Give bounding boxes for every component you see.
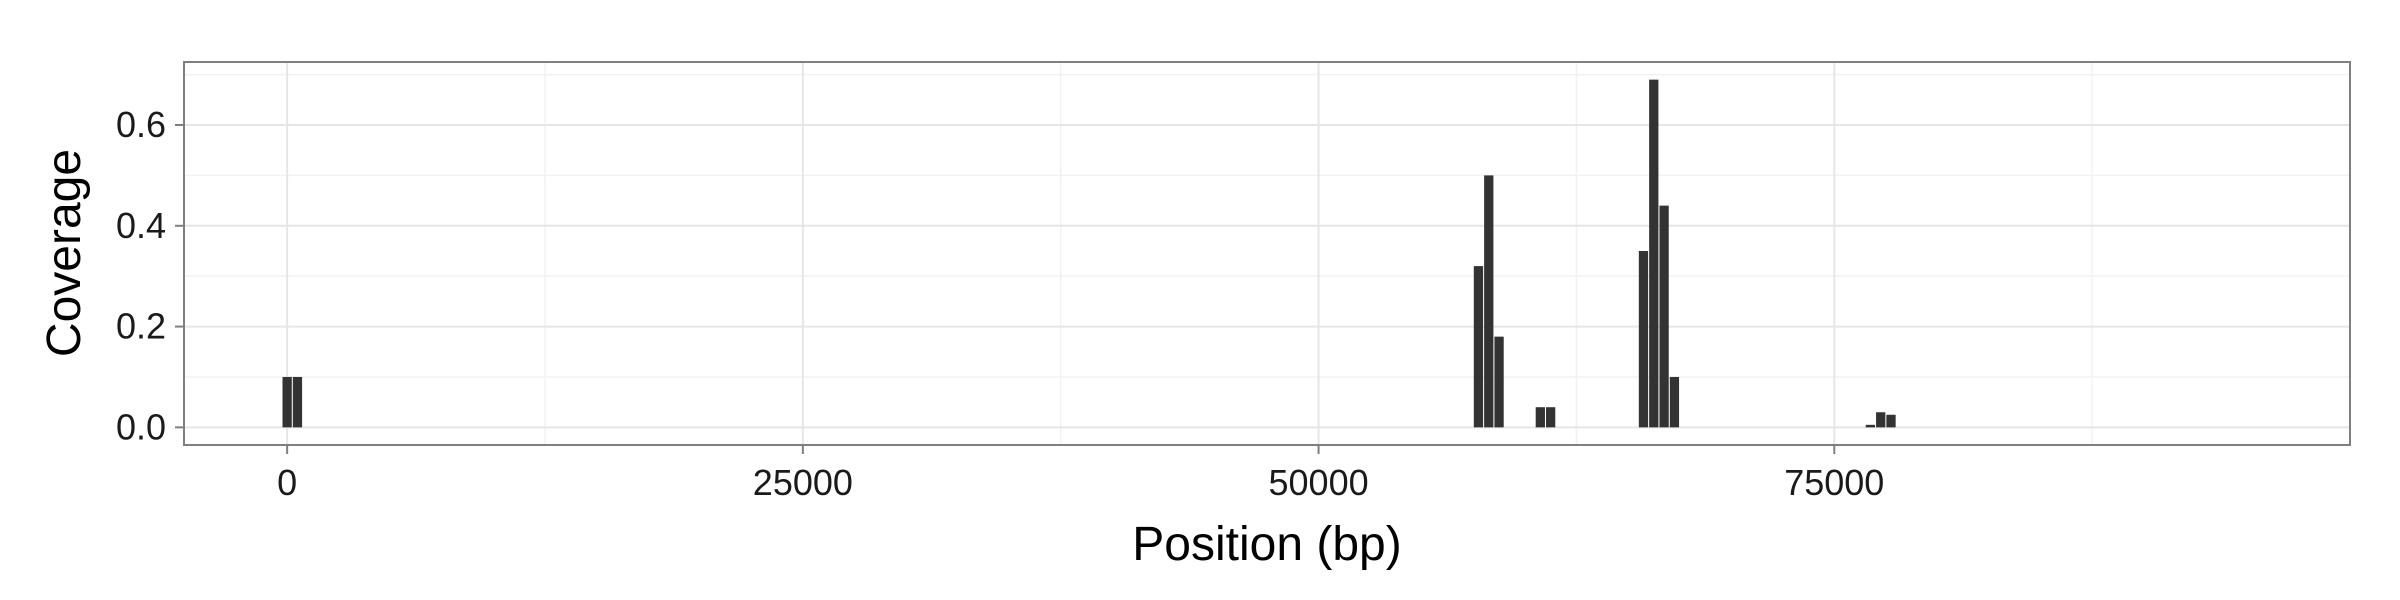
- y-tick-label-3: 0.6: [116, 104, 166, 145]
- bar-0-9: [1659, 205, 1669, 428]
- y-axis: 0.0 0.2 0.4 0.6: [116, 104, 184, 447]
- bar-0-4: [1494, 336, 1504, 428]
- y-tick-label-1: 0.2: [116, 306, 166, 347]
- major-gridlines: [184, 62, 2350, 445]
- x-axis-title: Position (bp): [1132, 518, 1401, 571]
- bar-0-13: [1886, 414, 1896, 428]
- bar-0-5: [1535, 407, 1545, 428]
- x-tick-label-2: 50000: [1269, 462, 1369, 503]
- bar-0-6: [1546, 407, 1556, 428]
- bar-0-8: [1649, 79, 1659, 428]
- y-axis-title: Coverage: [38, 149, 91, 357]
- x-axis: 0 25000 50000 75000: [277, 445, 1884, 503]
- bar-0-2: [1473, 266, 1484, 428]
- x-tick-label-1: 25000: [753, 462, 853, 503]
- x-tick-label-3: 75000: [1784, 462, 1884, 503]
- y-tick-label-0: 0.0: [116, 406, 166, 447]
- x-tick-label-0: 0: [277, 462, 297, 503]
- bar-0-10: [1669, 376, 1680, 428]
- y-tick-label-2: 0.4: [116, 205, 166, 246]
- bar-0-7: [1638, 250, 1649, 428]
- bar-0-0: [282, 376, 292, 428]
- bar-0-11: [1865, 424, 1876, 428]
- bars: [282, 79, 1896, 428]
- plot-panel: [184, 62, 2350, 445]
- bar-0-3: [1484, 175, 1494, 428]
- plot-border: [183, 61, 2351, 446]
- bar-0-12: [1876, 412, 1886, 428]
- bar-0-1: [292, 376, 303, 428]
